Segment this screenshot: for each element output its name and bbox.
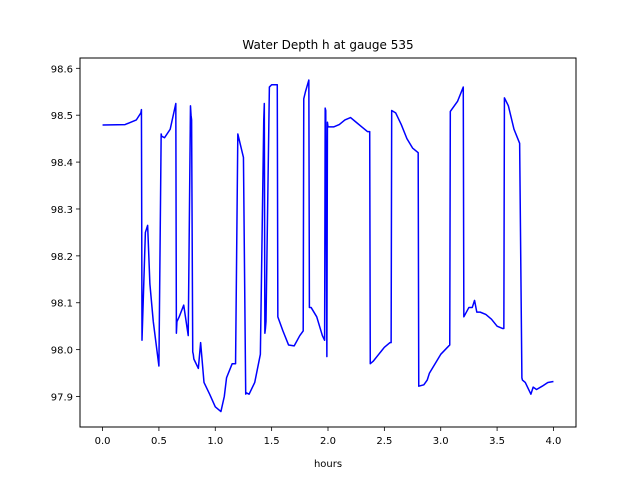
y-tick-label: 98.3 (51, 205, 73, 216)
chart-title: Water Depth h at gauge 535 (242, 38, 413, 52)
x-tick-label: 0.0 (95, 436, 111, 447)
data-line (102, 79, 554, 413)
y-tick-label: 98.1 (51, 299, 73, 310)
x-axis: 0.0 0.5 1.0 1.5 2.0 2.5 3.0 3.5 4.0 (95, 427, 562, 447)
x-tick-label: 3.5 (489, 436, 505, 447)
y-tick-label: 98.2 (51, 252, 73, 263)
x-axis-label: hours (314, 459, 342, 470)
axes-frame (79, 57, 577, 428)
y-tick-label: 98.4 (51, 158, 73, 169)
x-tick-label: 1.0 (207, 436, 223, 447)
x-tick-label: 0.5 (151, 436, 167, 447)
x-tick-label: 4.0 (546, 436, 562, 447)
x-tick-label: 1.5 (264, 436, 280, 447)
y-axis: 97.9 98.0 98.1 98.2 98.3 98.4 98.5 98.6 (51, 64, 80, 404)
y-tick-label: 98.6 (51, 64, 73, 75)
plot-area (102, 79, 554, 413)
x-tick-label: 2.0 (320, 436, 336, 447)
y-tick-label: 98.0 (51, 346, 73, 357)
x-tick-label: 3.0 (433, 436, 449, 447)
y-tick-label: 98.5 (51, 111, 73, 122)
y-tick-label: 97.9 (51, 393, 73, 404)
x-tick-label: 2.5 (376, 436, 392, 447)
